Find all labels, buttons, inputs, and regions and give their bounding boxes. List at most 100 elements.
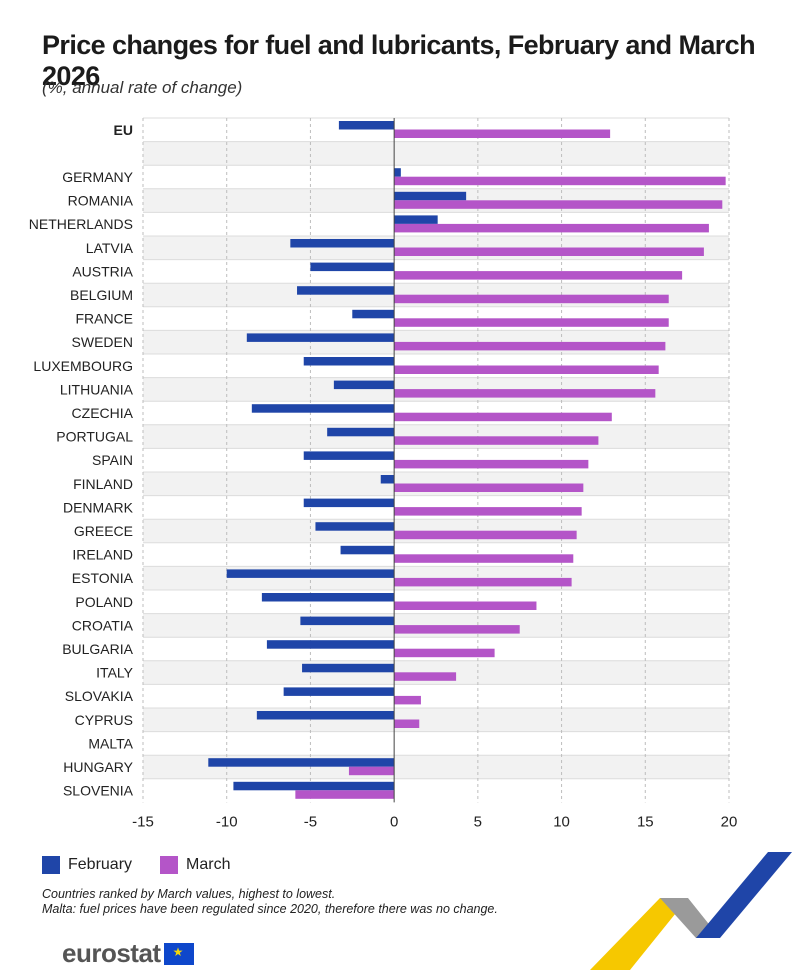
bar-march-denmark (394, 507, 582, 516)
bar-march-eu (394, 129, 611, 138)
category-label-slovakia: SLOVAKIA (65, 688, 134, 704)
bar-february-portugal (327, 427, 395, 437)
bar-february-italy (302, 663, 395, 673)
category-label-netherlands: NETHERLANDS (29, 216, 133, 232)
eu-flag-icon (163, 942, 194, 965)
bar-chart: EU GERMANY ROMANIA NETHERLANDS LATVIA AUSTRIA… (29, 117, 737, 830)
category-label-sweden: SWEDEN (72, 334, 133, 350)
category-label-austria: AUSTRIA (72, 263, 133, 279)
x-tick-label: 5 (474, 813, 482, 830)
bar-march-belgium (394, 294, 669, 304)
bar-march-greece (394, 530, 577, 540)
footnote-malta: Malta: fuel prices have been regulated s… (42, 902, 498, 916)
bar-february-sweden (246, 333, 395, 342)
x-tick-label: -5 (304, 813, 317, 830)
legend-swatch-february (42, 856, 60, 874)
bar-february-austria (310, 262, 395, 272)
bar-march-finland (394, 483, 584, 492)
category-label-croatia: CROATIA (72, 617, 134, 633)
bar-february-germany (394, 168, 401, 177)
bar-march-bulgaria (394, 648, 495, 658)
bar-february-cyprus (256, 711, 395, 720)
bar-february-ireland (340, 545, 395, 555)
category-label-poland: POLAND (75, 594, 133, 610)
deco-yellow-stripe (590, 898, 688, 970)
bar-february-bulgaria (266, 640, 395, 649)
logo-text: eurostat (62, 938, 161, 968)
bar-march-estonia (394, 577, 572, 587)
category-label-germany: GERMANY (62, 169, 133, 185)
row-band (143, 731, 729, 756)
bar-march-hungary (348, 766, 395, 776)
bar-february-netherlands (394, 215, 438, 224)
category-label-slovenia: SLOVENIA (63, 783, 134, 799)
category-label-romania: ROMANIA (68, 193, 134, 209)
x-tick-label: 15 (637, 813, 654, 830)
bar-february-finland (380, 475, 395, 484)
bar-march-netherlands (394, 223, 709, 233)
bar-march-portugal (394, 436, 599, 445)
category-label-hungary: HUNGARY (63, 759, 133, 775)
bar-march-sweden (394, 341, 666, 351)
legend-label-march: March (186, 856, 231, 873)
category-label-finland: FINLAND (73, 476, 133, 492)
bar-march-austria (394, 271, 683, 280)
bar-february-france (352, 309, 395, 319)
category-label-portugal: PORTUGAL (56, 429, 133, 445)
footnote-ranking: Countries ranked by March values, highes… (42, 887, 336, 901)
category-label-bulgaria: BULGARIA (62, 641, 133, 657)
bar-march-ireland (394, 554, 574, 563)
bar-march-germany (394, 176, 726, 186)
x-tick-label: -15 (132, 813, 154, 830)
category-label-eu: EU (114, 122, 133, 138)
bar-march-lithuania (394, 389, 656, 398)
footnotes: Countries ranked by March values, highes… (42, 887, 498, 917)
bar-february-slovakia (283, 687, 395, 696)
bar-february-czechia (251, 404, 395, 413)
bar-february-luxembourg (303, 357, 395, 366)
category-label-luxembourg: LUXEMBOURG (33, 358, 133, 374)
eurostat-logo: eurostat (62, 938, 194, 969)
category-label-estonia: ESTONIA (72, 570, 134, 586)
row-band (143, 684, 729, 708)
bar-february-slovenia (233, 781, 395, 791)
bar-march-italy (394, 672, 457, 681)
bar-march-spain (394, 459, 589, 469)
category-label-greece: GREECE (74, 523, 133, 539)
category-label-ireland: IRELAND (72, 547, 133, 563)
bar-march-slovakia (394, 695, 421, 705)
legend-item-february: February (42, 856, 132, 874)
bar-march-france (394, 318, 669, 327)
category-labels: EU GERMANY ROMANIA NETHERLANDS LATVIA AUSTRIA… (29, 122, 134, 799)
chart-subtitle: (%, annual rate of change) (42, 78, 243, 97)
bars (208, 118, 726, 803)
bar-february-belgium (297, 286, 395, 295)
bar-february-poland (261, 593, 395, 602)
x-tick-label: 10 (553, 813, 570, 830)
legend: February March (42, 856, 258, 874)
row-band (143, 778, 729, 803)
bar-march-czechia (394, 412, 612, 422)
deco-blue-stripe (696, 852, 792, 938)
legend-item-march: March (160, 856, 230, 874)
bar-march-slovenia (295, 790, 395, 799)
row-band (143, 708, 729, 732)
category-label-latvia: LATVIA (86, 240, 134, 256)
legend-swatch-march (160, 856, 179, 874)
x-axis-ticks: -15 -10 -5 0 5 10 15 20 (132, 813, 737, 830)
bar-february-estonia (226, 569, 395, 578)
bar-march-poland (394, 601, 537, 610)
bar-february-hungary (208, 758, 395, 767)
bar-february-denmark (303, 498, 395, 508)
legend-label-february: February (68, 856, 133, 873)
category-label-belgium: BELGIUM (70, 287, 133, 303)
x-tick-label: 0 (390, 813, 398, 830)
bar-february-croatia (300, 616, 395, 626)
bar-february-latvia (290, 239, 395, 248)
category-label-czechia: CZECHIA (72, 405, 134, 421)
decorative-corner-graphic (590, 852, 792, 970)
bar-march-latvia (394, 247, 704, 256)
category-label-france: FRANCE (75, 311, 133, 327)
chart-title: Price changes for fuel and lubricants, F… (42, 30, 756, 91)
x-tick-label: 20 (721, 813, 738, 830)
